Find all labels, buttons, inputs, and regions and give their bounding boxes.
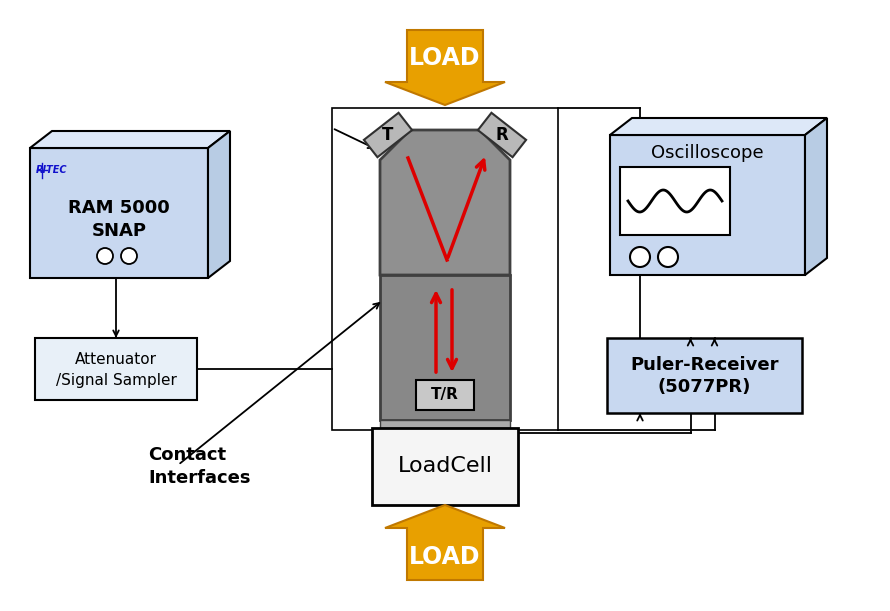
Bar [380, 275, 510, 420]
Polygon shape [385, 505, 505, 580]
Bar [416, 380, 474, 410]
Circle shape [121, 248, 137, 264]
Text: LoadCell: LoadCell [398, 456, 492, 477]
Text: Puler-Receiver: Puler-Receiver [630, 356, 779, 373]
Text: R: R [496, 126, 508, 144]
Bar [607, 338, 802, 413]
Text: RITEC: RITEC [36, 165, 68, 175]
Text: /Signal Sampler: /Signal Sampler [55, 373, 176, 389]
Bar [372, 428, 518, 505]
Text: RAM 5000: RAM 5000 [69, 199, 170, 217]
Bar [332, 108, 558, 430]
Circle shape [630, 247, 650, 267]
Text: T/R: T/R [431, 387, 459, 403]
Polygon shape [610, 135, 805, 275]
Text: SNAP: SNAP [92, 222, 147, 240]
Polygon shape [364, 113, 412, 157]
Polygon shape [478, 113, 526, 157]
Bar [620, 167, 730, 235]
Text: Interfaces: Interfaces [148, 469, 250, 487]
Text: LOAD: LOAD [409, 545, 481, 569]
Circle shape [97, 248, 113, 264]
Text: LOAD: LOAD [409, 46, 481, 70]
Text: Contact: Contact [148, 446, 226, 464]
Bar [380, 420, 510, 428]
Polygon shape [30, 131, 230, 148]
Polygon shape [30, 148, 208, 278]
Text: Attenuator: Attenuator [75, 353, 157, 367]
Polygon shape [208, 131, 230, 278]
Polygon shape [610, 118, 827, 135]
Polygon shape [385, 30, 505, 105]
Polygon shape [805, 118, 827, 275]
Circle shape [658, 247, 678, 267]
Polygon shape [380, 130, 510, 275]
Text: (5077PR): (5077PR) [658, 378, 751, 397]
Text: Oscilloscope: Oscilloscope [651, 144, 764, 162]
Bar [35, 338, 197, 400]
Text: T: T [383, 126, 393, 144]
